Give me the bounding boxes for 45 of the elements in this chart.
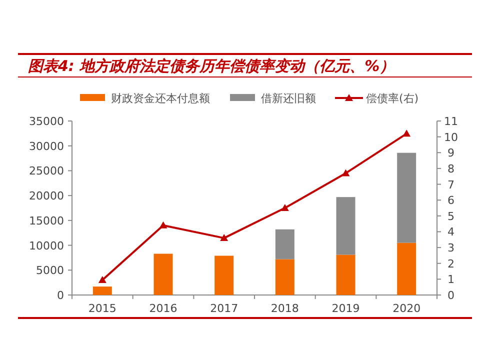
y2-tick-label: 10: [444, 130, 458, 144]
x-tick-label: 2016: [149, 302, 178, 315]
y2-tick-label: 1: [448, 273, 454, 286]
y-tick-label: 5000: [36, 264, 64, 278]
y2-tick-label: 4: [448, 226, 454, 239]
bar: [336, 197, 356, 255]
point: [342, 169, 350, 176]
legend-label: 借新还旧额: [261, 92, 316, 105]
bar: [397, 242, 416, 295]
x-tick-label: 2018: [270, 302, 299, 315]
y-tick-label: 15000: [29, 214, 64, 228]
point: [220, 234, 228, 242]
point: [159, 221, 168, 228]
bar: [154, 254, 173, 295]
bar: [397, 152, 416, 243]
point: [280, 204, 289, 211]
legend-label: 偿债率(右): [366, 92, 419, 105]
y2-tick-label: 5: [448, 210, 454, 223]
y-tick-label: 20000: [29, 190, 64, 203]
y2-tick-label: 0: [448, 289, 454, 302]
bar: [336, 254, 356, 295]
y2-tick-label: 6: [448, 194, 454, 208]
y2-tick-label: 7: [448, 178, 454, 192]
y-tick-label: 0: [57, 289, 64, 302]
y2-tick-label: 2: [448, 257, 454, 270]
bar: [275, 229, 294, 260]
x-tick-label: 2015: [88, 302, 116, 315]
bar: [275, 259, 294, 295]
point: [402, 130, 411, 137]
x-tick-label: 2019: [332, 302, 360, 315]
bar: [92, 286, 112, 295]
y-tick-label: 25000: [29, 164, 64, 178]
y-tick-label: 35000: [29, 115, 64, 128]
x-tick-label: 2017: [210, 302, 238, 315]
bar: [214, 256, 234, 295]
point: [98, 276, 106, 283]
y-tick-label: 10000: [29, 239, 64, 252]
x-tick-label: 2020: [392, 302, 421, 315]
chart-title: 图表4: 地方政府法定债务历年偿债率变动（亿元、%）: [28, 57, 395, 75]
y2-tick-label: 11: [444, 115, 458, 128]
y2-tick-label: 9: [448, 146, 454, 160]
y2-tick-label: 8: [448, 162, 454, 176]
y2-tick-label: 3: [448, 242, 454, 255]
y-tick-label: 30000: [29, 140, 64, 153]
legend-label: 财政资金还本付息额: [111, 92, 210, 105]
